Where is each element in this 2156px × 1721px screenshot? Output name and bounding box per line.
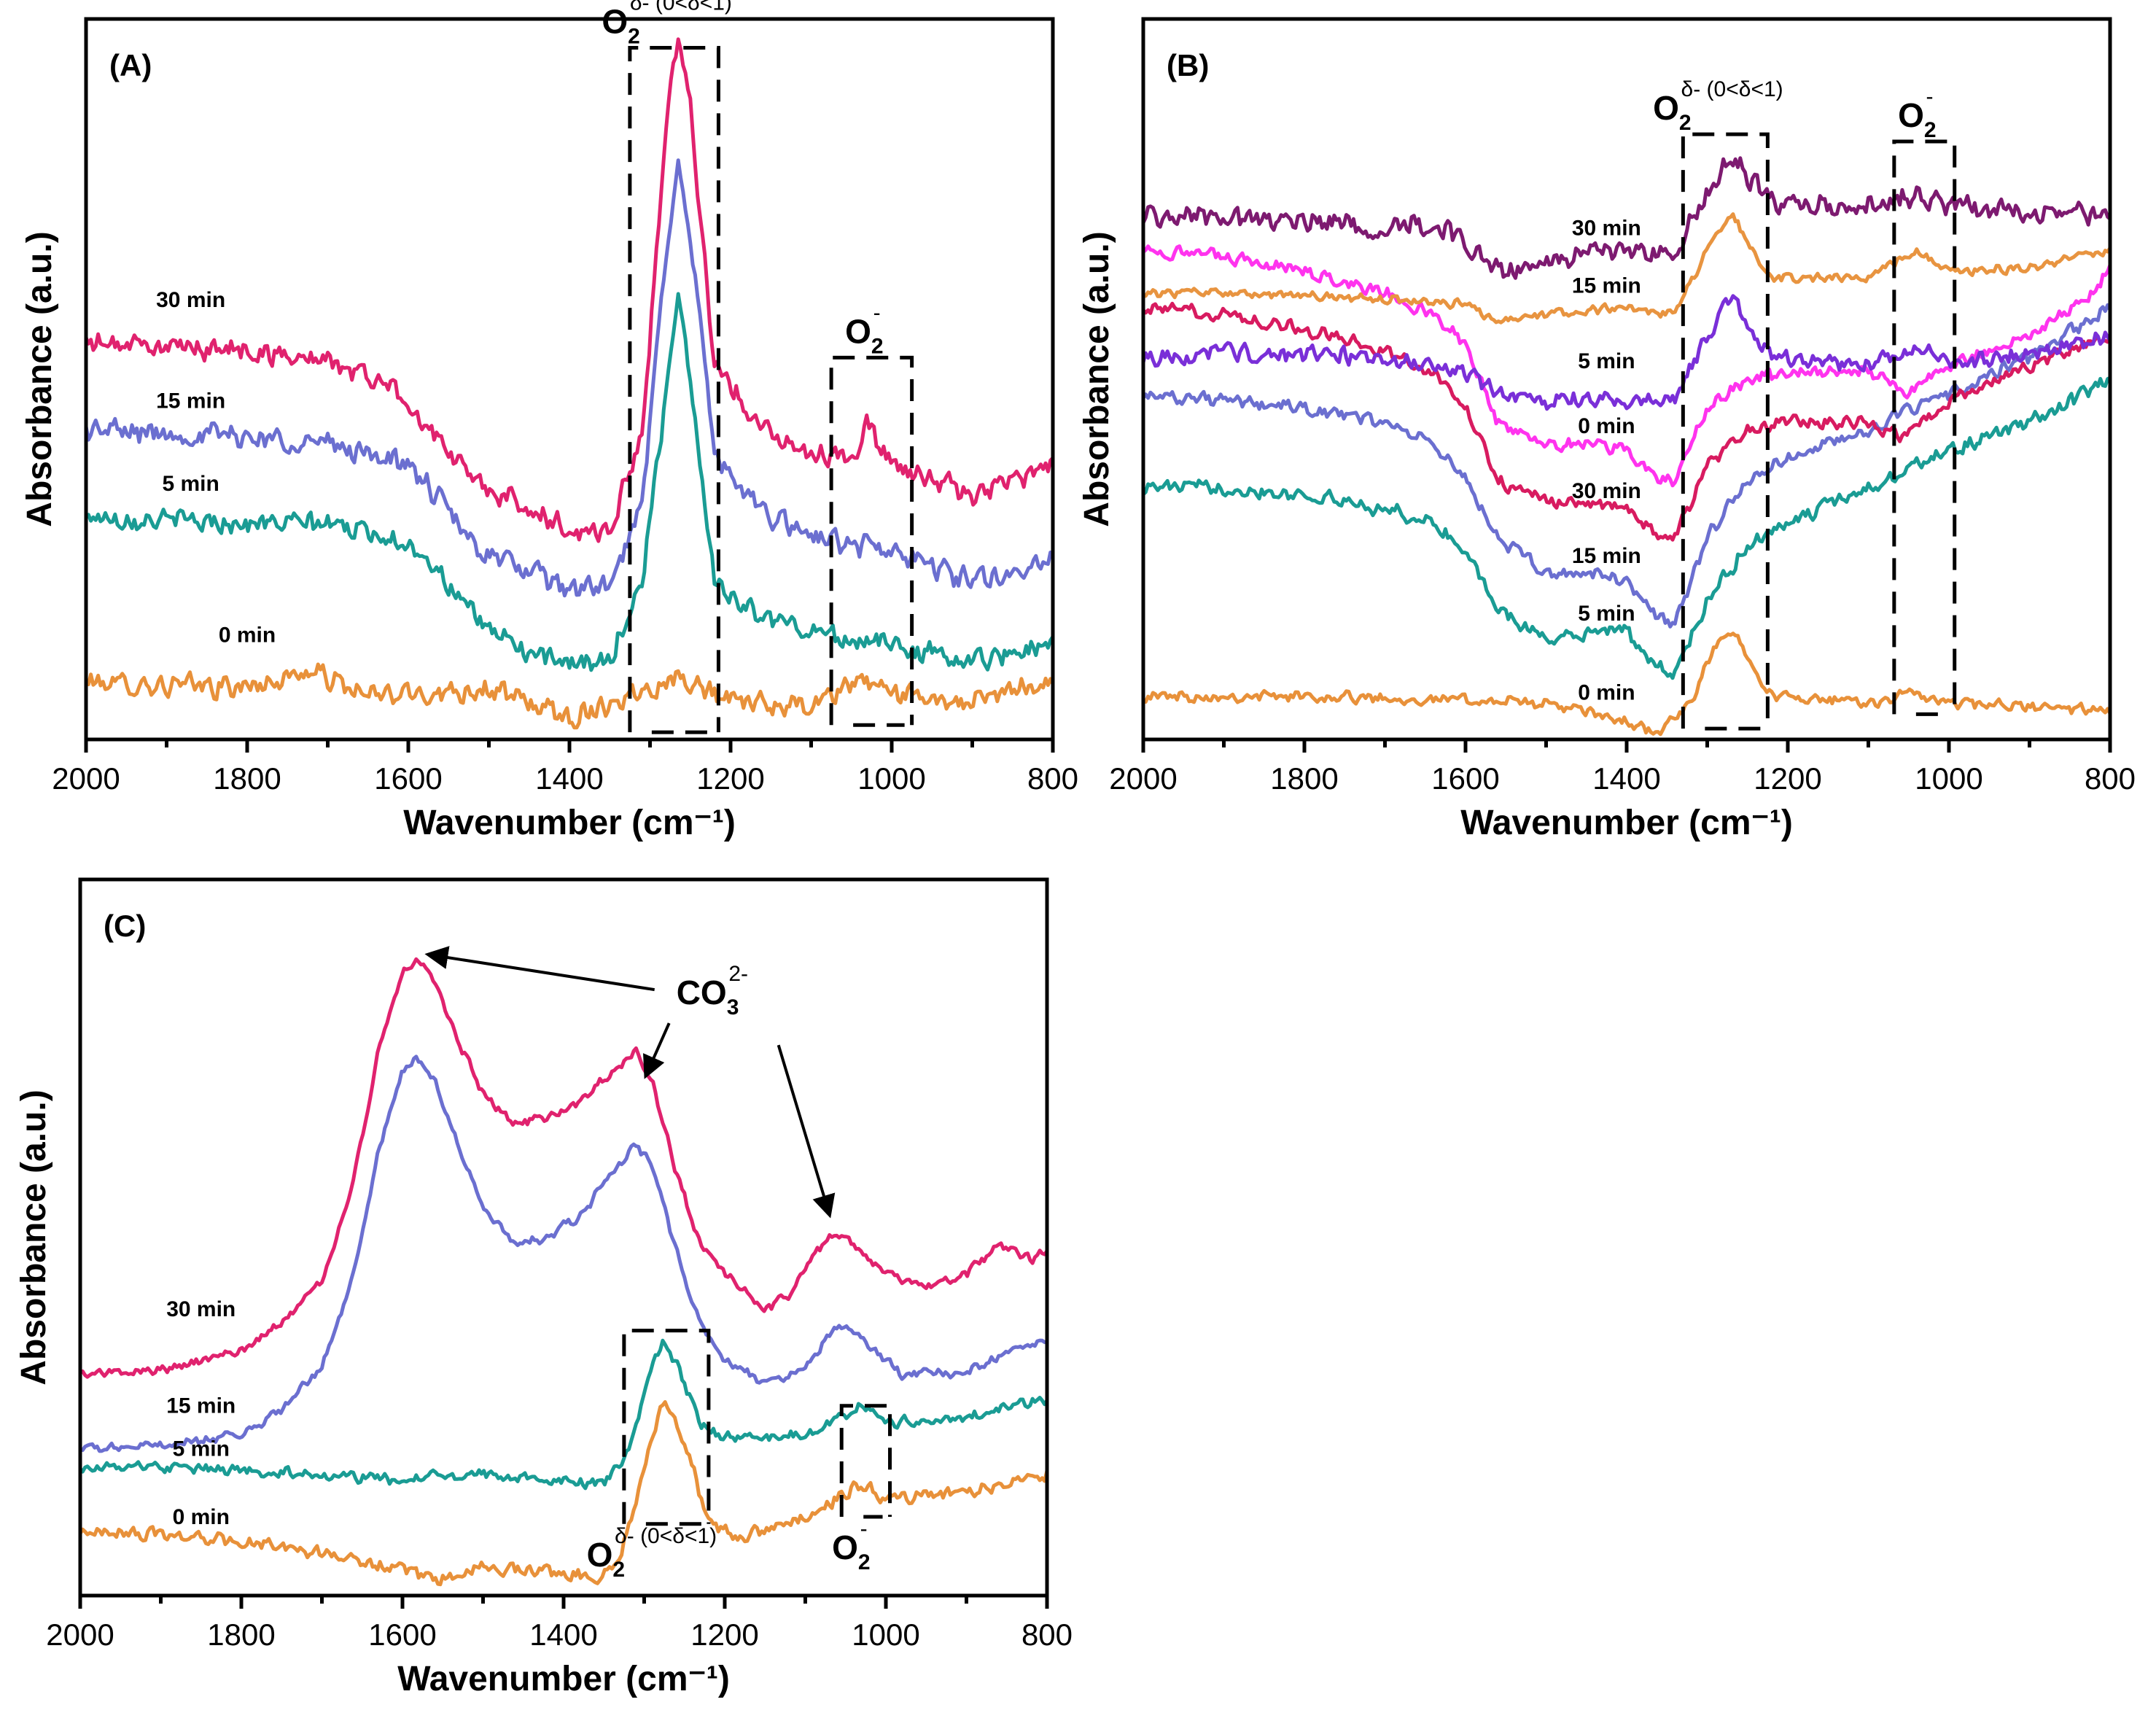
x-tick-label: 1800 (1270, 761, 1338, 796)
series-label: 0 min (173, 1505, 230, 1529)
x-tick-label: 1200 (696, 761, 764, 796)
series-label: 5 min (173, 1437, 230, 1461)
series-30-min (86, 37, 1053, 543)
series-label: 0 min (219, 623, 276, 648)
series-15-min (80, 1054, 1047, 1453)
x-tick-label: 1800 (207, 1617, 275, 1652)
series-label: 5 min (162, 472, 219, 496)
x-tick-label: 1000 (852, 1617, 919, 1652)
series-30-min-upper- (1143, 156, 2110, 280)
series-label: 5 min (1578, 349, 1635, 373)
superoxo-delta-label: O2δ- (0<δ<1) (602, 0, 732, 49)
x-tick-label: 2000 (46, 1617, 114, 1652)
series-label: 0 min (1578, 681, 1635, 705)
x-tick-label: 2000 (1109, 761, 1177, 796)
series-15-min (1143, 303, 2110, 629)
series-label: 15 min (166, 1394, 236, 1418)
series-5-min-upper- (1143, 294, 2110, 411)
superoxo-delta-label: O2δ- (0<δ<1) (1653, 77, 1783, 135)
x-axis-title: Wavenumber (cm⁻¹) (397, 1660, 730, 1698)
series-30-min-lower- (1143, 301, 2110, 542)
series-label: 30 min (166, 1297, 236, 1321)
series-5-min (80, 1338, 1047, 1491)
x-tick-label: 1400 (535, 761, 603, 796)
series-15-min (86, 158, 1053, 598)
panel-A: O2δ- (0<δ<1) O2- 30 min 15 min 5 min 0 min 200… (20, 0, 1078, 842)
panel-B: O2δ- (0<δ<1) O2- 30 min 15 min 5 min 0 min 30 … (1078, 17, 2136, 842)
x-tick-label: 1400 (529, 1617, 597, 1652)
y-axis-title: Absorbance (a.u.) (1078, 231, 1116, 527)
x-tick-label: 800 (1021, 1617, 1073, 1652)
bracket-superoxide (839, 1404, 892, 1519)
series-0-min (80, 1400, 1047, 1587)
x-axis-title: Wavenumber (cm⁻¹) (1460, 804, 1793, 842)
panel-label: (C) (104, 909, 146, 943)
carbonate-arrow (424, 946, 655, 992)
series-0-min-upper- (1143, 244, 2110, 488)
series-label: 15 min (1572, 273, 1641, 298)
series-0-min (1143, 632, 2110, 737)
panel-C: O2δ- (0<δ<1) O2- CO32- 30 min 15 min 5 min 0 m… (15, 877, 1073, 1698)
superoxide-label: O2- (832, 1517, 870, 1574)
x-tick-label: 800 (2085, 761, 2136, 796)
series-label: 0 min (1578, 414, 1635, 438)
series-label: 30 min (1572, 216, 1641, 240)
x-tick-label: 1600 (374, 761, 442, 796)
y-axis-title: Absorbance (a.u.) (20, 231, 59, 527)
x-tick-label: 1000 (1915, 761, 1982, 796)
carbonate-arrow (643, 1022, 671, 1079)
plot-frame (1141, 17, 2112, 742)
x-axis-title: Wavenumber (cm⁻¹) (403, 804, 736, 842)
panel-label: (B) (1167, 48, 1209, 82)
bracket-superoxide (829, 355, 914, 727)
series-group (86, 37, 1053, 730)
x-tick-label: 1200 (1754, 761, 1821, 796)
series-15-min-upper- (1143, 212, 2110, 325)
x-tick-label: 1000 (857, 761, 925, 796)
bracket-superoxo-delta (1681, 132, 1770, 731)
carbonate-label: CO32- (677, 962, 748, 1019)
bracket-superoxo-delta (622, 1329, 711, 1526)
superoxide-label: O2- (1898, 85, 1936, 142)
x-tick-label: 2000 (52, 761, 120, 796)
x-tick-label: 1600 (1431, 761, 1499, 796)
x-tick-label: 1600 (368, 1617, 436, 1652)
series-label: 5 min (1578, 602, 1635, 626)
series-group (80, 957, 1047, 1587)
series-label: 15 min (156, 389, 225, 413)
x-tick-label: 1400 (1592, 761, 1660, 796)
y-axis-title: Absorbance (a.u.) (15, 1089, 53, 1385)
x-tick-label: 1800 (213, 761, 281, 796)
series-5-min (86, 292, 1053, 672)
series-label: 30 min (156, 288, 225, 312)
series-label: 15 min (1572, 544, 1641, 568)
superoxo-delta-label: O2δ- (0<δ<1) (587, 1524, 717, 1582)
bracket-superoxide (1892, 139, 1957, 716)
series-5-min (1143, 376, 2110, 680)
carbonate-arrow (777, 1044, 836, 1219)
plot-frame (78, 877, 1049, 1598)
carbonate-arrows (424, 946, 836, 1219)
series-0-min (86, 662, 1053, 730)
x-tick-label: 1200 (690, 1617, 758, 1652)
bracket-superoxo-delta (628, 46, 720, 734)
series-group (1143, 156, 2110, 737)
panel-label: (A) (109, 48, 152, 82)
series-label: 30 min (1572, 479, 1641, 503)
superoxide-label: O2- (845, 300, 883, 358)
series-30-min (80, 957, 1047, 1379)
x-tick-label: 800 (1027, 761, 1078, 796)
